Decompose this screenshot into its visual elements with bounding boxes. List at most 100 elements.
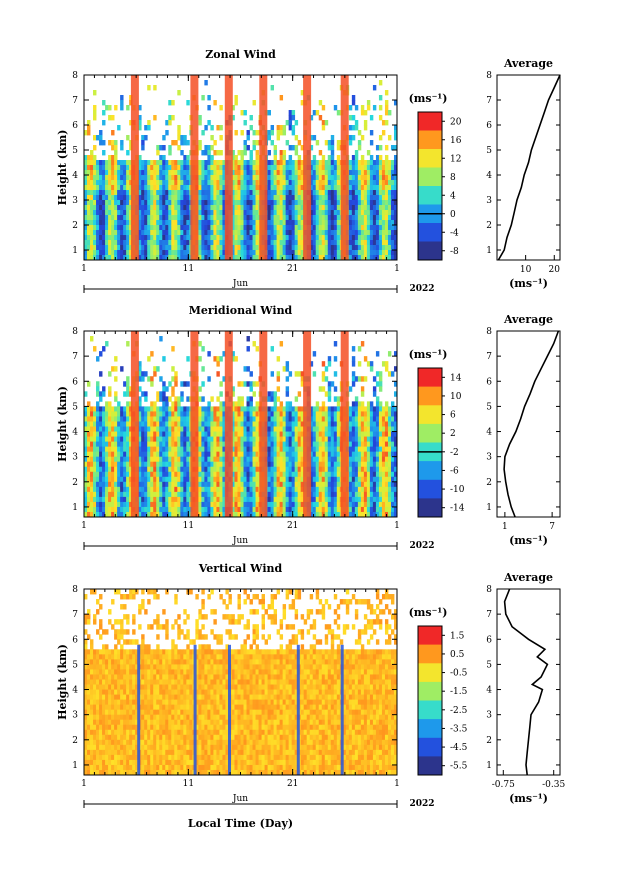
heatmap-cell [315,185,320,191]
heatmap-cell [234,245,238,251]
heatmap-cell [324,235,329,241]
heatmap-cell [138,436,142,442]
heatmap-cell [108,190,112,196]
heatmap-cell [114,190,118,196]
colorbar-segment [418,149,442,168]
heatmap-cell [141,411,145,417]
heatmap-cell [216,165,220,171]
heatmap-cell [159,245,163,251]
heatmap-cell [369,225,374,231]
heatmap-cell [333,411,338,417]
heatmap-cell [117,421,121,427]
heatmap-cell [240,200,244,206]
heatmap-cell [243,205,247,211]
heatmap-cell [204,436,208,442]
heatmap-cell [243,185,247,191]
heatmap-cell [321,431,326,437]
heatmap-cell [204,145,208,151]
heatmap-cell [153,235,157,241]
heatmap-cell [255,446,259,453]
heatmap-cell [198,180,202,186]
heatmap-cell [309,255,314,261]
heatmap-cell [99,426,103,432]
heatmap-cell [216,456,220,463]
heatmap-cell [360,341,365,347]
heatmap-cell [117,401,121,407]
heatmap-cell [108,240,112,246]
heatmap-cell [243,451,247,458]
heatmap-cell [330,451,335,458]
heatmap-cell [249,245,253,251]
heatmap-cell [183,486,187,493]
heatmap-cell [330,436,335,442]
heatmap-cell [315,160,320,166]
heatmap-cell [354,511,359,518]
heatmap-cell [276,250,281,256]
heatmap-cell [84,180,88,186]
heatmap-cell [204,476,208,483]
heatmap-cell [216,160,220,166]
heatmap-cell [150,170,154,176]
heatmap-cell [363,210,368,216]
heatmap-cell [243,426,247,432]
heatmap-cell [102,120,106,126]
heatmap-cell [216,411,220,417]
heatmap-cell [174,481,178,488]
heatmap-cell [177,90,181,96]
heatmap-cell [90,456,94,463]
heatmap-cell [84,240,88,246]
heatmap-cell [336,401,341,407]
heatmap-cell [183,210,187,216]
heatmap-cell [240,175,244,181]
heatmap-cell [315,110,320,116]
heatmap-cell [387,240,392,246]
heatmap-cell [102,170,106,176]
heatmap-cell [219,105,223,111]
heatmap-cell [351,180,356,186]
heatmap-cell [171,115,175,121]
heatmap-cell [150,506,154,513]
heatmap-cell [198,426,202,432]
heatmap-cell [99,135,103,141]
heatmap-cell [144,431,148,437]
heatmap-cell [111,411,115,417]
heatmap-cell [174,381,178,387]
heatmap-cell [255,436,259,442]
heatmap-cell [363,195,368,201]
heatmap-cell [174,401,178,407]
heatmap-cell [117,446,121,453]
heatmap-cell [375,170,380,176]
heatmap-cell [366,431,371,437]
heatmap-cell [159,255,163,261]
heatmap-cell [171,255,175,261]
heatmap-cell [156,476,160,483]
heatmap-cell [252,486,256,493]
heatmap-cell [138,250,142,256]
heatmap-cell [249,225,253,231]
heatmap-cell [231,105,235,111]
heatmap-cell [237,255,241,261]
heatmap-cell [168,230,172,236]
heatmap-cell [108,220,112,226]
heatmap-cell [336,396,341,402]
heatmap-cell [252,501,256,508]
heatmap-cell [210,255,214,261]
heatmap-cell [198,471,202,478]
heatmap-cell [312,225,317,231]
heatmap-cell [102,235,106,241]
heatmap-cell [141,225,145,231]
heatmap-cell [348,411,353,417]
heatmap-cell [309,165,314,171]
heatmap-cell [351,195,356,201]
heatmap-cell [321,511,326,518]
heatmap-cell [177,476,181,483]
heatmap-cell [207,431,211,437]
heatmap-cell [285,456,290,463]
heatmap-cell [243,441,247,448]
heatmap-cell [174,471,178,478]
colorbar-segment [418,186,442,205]
heatmap-cell [162,446,166,453]
heatmap-cell [285,506,290,513]
heatmap-cell [321,175,326,181]
heatmap-cell [378,235,383,241]
